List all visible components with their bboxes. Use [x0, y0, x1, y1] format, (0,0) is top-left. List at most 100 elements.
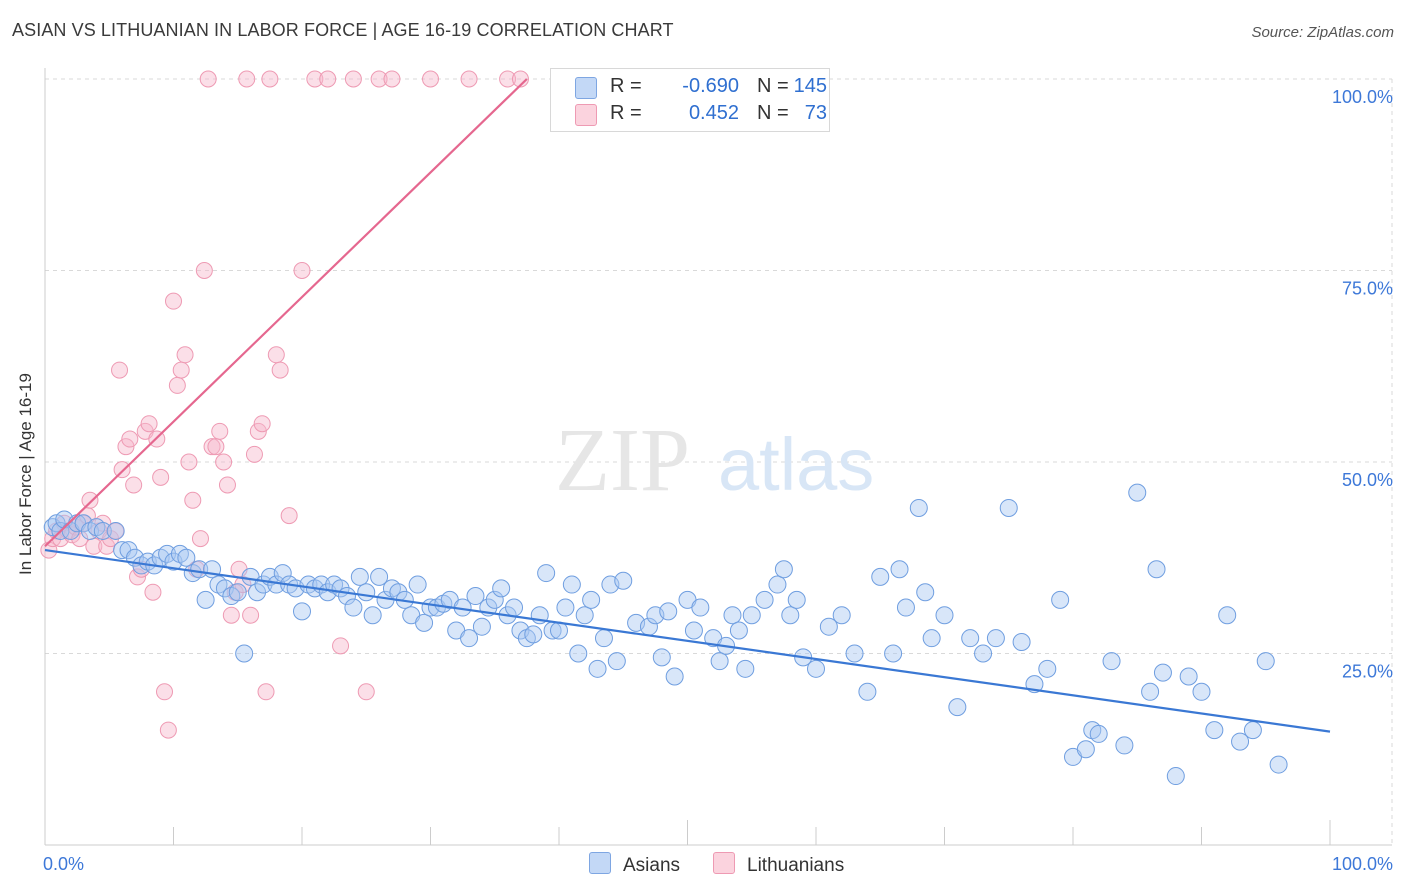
asian-point — [729, 621, 748, 640]
asian-point — [1012, 633, 1031, 652]
lithuanian-point — [191, 530, 209, 548]
lithuanian-point — [129, 568, 147, 586]
lithuanian-point — [81, 491, 99, 509]
lithuanian-point — [144, 583, 162, 601]
lithuanian-point — [199, 70, 217, 88]
asian-point — [916, 583, 935, 602]
lithuanian-point — [117, 438, 135, 456]
lithuanian-point — [113, 461, 131, 479]
lithuanian-point — [242, 606, 260, 624]
lithuanian-point — [125, 476, 143, 494]
asian-point — [248, 583, 267, 602]
lithuanian-point — [140, 415, 158, 433]
lithuanian-point — [344, 70, 362, 88]
asian-point — [909, 498, 928, 517]
asian-point — [742, 606, 761, 625]
stats-legend: R = -0.690 N = 145 R = 0.452 N = 73 — [550, 68, 830, 132]
asian-point — [986, 629, 1005, 648]
asian-point — [614, 571, 633, 590]
asian-point — [460, 629, 479, 648]
asian-point — [1192, 682, 1211, 701]
asian-point — [781, 606, 800, 625]
lithuanian-point — [159, 721, 177, 739]
asian-point — [832, 606, 851, 625]
asian-point — [1243, 721, 1262, 740]
asian-point — [922, 629, 941, 648]
lithuanians-swatch — [575, 104, 597, 126]
lithuanian-point — [168, 376, 186, 394]
chart-title: ASIAN VS LITHUANIAN IN LABOR FORCE | AGE… — [12, 20, 674, 40]
y-tick-label: 75.0% — [1342, 279, 1393, 299]
asian-point — [884, 644, 903, 663]
asian-point — [710, 652, 729, 671]
asian-point — [1076, 740, 1095, 759]
lithuanian-point — [207, 438, 225, 456]
asian-point — [974, 644, 993, 663]
axes — [44, 68, 1392, 846]
asian-point — [472, 617, 491, 636]
lithuanian-point — [280, 507, 298, 525]
asian-point — [723, 606, 742, 625]
watermark-zip: ZIP — [555, 411, 690, 510]
asian-point — [691, 598, 710, 617]
tick-labels: 25.0% 50.0% 75.0% 100.0% 0.0% 100.0% — [43, 87, 1393, 874]
asian-point — [357, 583, 376, 602]
asian-point — [1147, 560, 1166, 579]
asian-point — [858, 682, 877, 701]
bottom-asians-label: Asians — [623, 855, 681, 876]
lithuanian-point — [370, 70, 388, 88]
lithuanian-point — [422, 70, 439, 88]
lithuanian-point — [261, 70, 279, 88]
asian-point — [684, 621, 703, 640]
asian-point — [736, 659, 755, 678]
lithuanian-point — [460, 70, 478, 88]
lithuanian-point — [203, 438, 221, 456]
asian-point — [537, 564, 556, 583]
asian-point — [524, 625, 543, 644]
lithuanian-point — [156, 683, 174, 701]
asian-point — [1089, 724, 1108, 743]
lithuanian-point — [180, 453, 198, 471]
lithuanian-point — [176, 346, 194, 364]
asian-point — [235, 644, 254, 663]
asian-point — [1256, 652, 1275, 671]
bottom-legend-lithuanians: Lithuanians — [713, 852, 844, 877]
asian-point — [273, 564, 292, 583]
asian-point — [569, 644, 588, 663]
lithuanian-point — [306, 70, 324, 88]
asian-point — [575, 606, 594, 625]
y-tick-label: 100.0% — [1332, 87, 1393, 107]
lithuanian-point — [165, 292, 182, 310]
asian-point — [466, 587, 485, 606]
asians-r-value: -0.690 — [682, 75, 739, 97]
lithuanian-point — [245, 445, 263, 463]
asian-point — [119, 541, 138, 560]
asian-point — [665, 667, 684, 686]
lithuanian-point — [184, 491, 202, 509]
asian-point — [819, 617, 838, 636]
lithuanian-points — [40, 70, 529, 739]
asian-point — [228, 583, 247, 602]
asian-point — [807, 659, 825, 678]
lithuanian-trend-line — [44, 78, 528, 548]
lithuanian-point — [211, 422, 229, 440]
asian-point — [768, 575, 787, 594]
asian-point — [1179, 667, 1198, 686]
asian-point — [556, 598, 575, 617]
asian-point — [1218, 606, 1237, 625]
asian-point — [871, 567, 890, 586]
lithuanian-point — [383, 70, 401, 88]
lithuanian-point — [293, 262, 311, 279]
asian-point — [1231, 732, 1250, 751]
grid-lines — [45, 78, 1393, 845]
asian-point — [1141, 682, 1160, 701]
asian-point — [1051, 590, 1070, 609]
x-tick-label: 100.0% — [1332, 854, 1393, 874]
asian-point — [961, 629, 980, 648]
bottom-legend-asians: Asians — [589, 852, 680, 877]
asian-point — [1153, 663, 1172, 682]
lithuanian-point — [499, 70, 517, 88]
lithuanian-point — [215, 453, 233, 471]
watermark-atlas: atlas — [718, 423, 874, 506]
